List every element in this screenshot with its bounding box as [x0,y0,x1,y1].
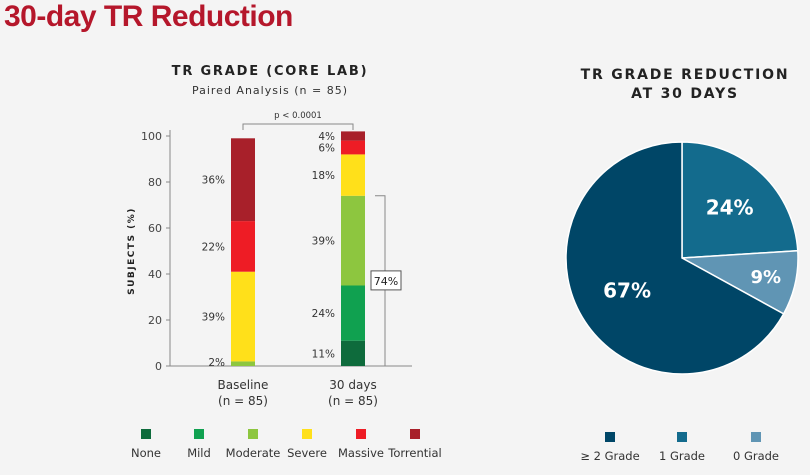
bar-segment-massive [341,140,365,155]
pie-slice-label: 24% [706,195,754,219]
y-axis-label: SUBJECTS (%) [127,207,137,295]
pie-legend-swatch [605,432,615,442]
pie-slice [681,141,799,259]
pie-slice-label: 67% [603,278,651,302]
x-category-sublabel: (n = 85) [328,394,378,408]
pie-chart-title: TR GRADE REDUCTION AT 30 DAYS [560,66,810,104]
x-category-sublabel: (n = 85) [218,394,268,408]
pie-slice [565,141,785,375]
bar-segment-massive [231,221,255,272]
pie-title-line-1: TR GRADE REDUCTION [580,67,790,83]
y-tick-label: 20 [148,314,162,327]
bar-data-label: 11% [312,348,335,360]
y-tick-label: 0 [155,360,162,373]
bar-segment-severe [341,154,365,196]
bar-segment-mild [341,285,365,341]
page-title: 30-day TR Reduction [4,0,293,33]
y-tick-label: 80 [148,176,162,189]
improvement-label: 74% [374,275,398,288]
p-value-label: p < 0.0001 [274,111,322,121]
x-category-label: 30 days [329,378,376,392]
legend-label-torrential: Torrential [387,446,441,460]
bar-segment-torrential [341,131,365,141]
legend-label-none: None [131,446,161,460]
legend-swatch-none [141,429,151,439]
legend-label-mild: Mild [187,446,211,460]
pie-legend-label: 1 Grade [659,449,705,463]
pie-legend-label: ≥ 2 Grade [580,449,639,463]
y-tick-label: 60 [148,222,162,235]
bar-segment-severe [231,271,255,362]
bar-data-label: 36% [202,175,225,187]
bar-data-label: 39% [312,236,335,248]
bar-data-label: 22% [202,241,225,253]
legend-swatch-massive [356,429,366,439]
legend-swatch-moderate [248,429,258,439]
pie-legend-swatch [751,432,761,442]
bar-segment-torrential [231,138,255,222]
legend-label-moderate: Moderate [226,446,281,460]
bar-segment-moderate [341,195,365,286]
pie-legend-swatch [677,432,687,442]
y-tick-label: 40 [148,268,162,281]
bar-data-label: 39% [202,312,225,324]
improvement-box [370,270,402,291]
pie-legend-label: 0 Grade [733,449,779,463]
stacked-bar-chart: 0 20 40 60 80 100 SUBJECTS (%) 2% 39% 22% 36% Basel… [127,111,442,460]
p-value-bracket [242,123,354,130]
pie-slice-label: 9% [750,267,781,288]
bar-data-label: 4% [318,131,335,143]
bar-data-label: 6% [318,143,335,155]
legend-swatch-severe [302,429,312,439]
legend-label-massive: Massive [338,446,384,460]
bar-segment-moderate [231,361,255,366]
bar-data-label: 24% [312,308,335,320]
x-category-label: Baseline [218,378,269,392]
bar-data-label: 2% [208,357,225,369]
pie-title-line-2: AT 30 DAYS [631,86,739,102]
bar-segment-none [341,340,365,366]
pie-slice [679,249,799,315]
bar-chart-title: TR GRADE (CORE LAB) [171,64,369,79]
legend-label-severe: Severe [287,446,327,460]
y-tick-label: 100 [141,130,162,143]
legend-swatch-torrential [410,429,420,439]
bar-chart-subtitle: Paired Analysis (n = 85) [191,84,349,97]
bar-data-label: 18% [312,170,335,182]
legend-swatch-mild [194,429,204,439]
